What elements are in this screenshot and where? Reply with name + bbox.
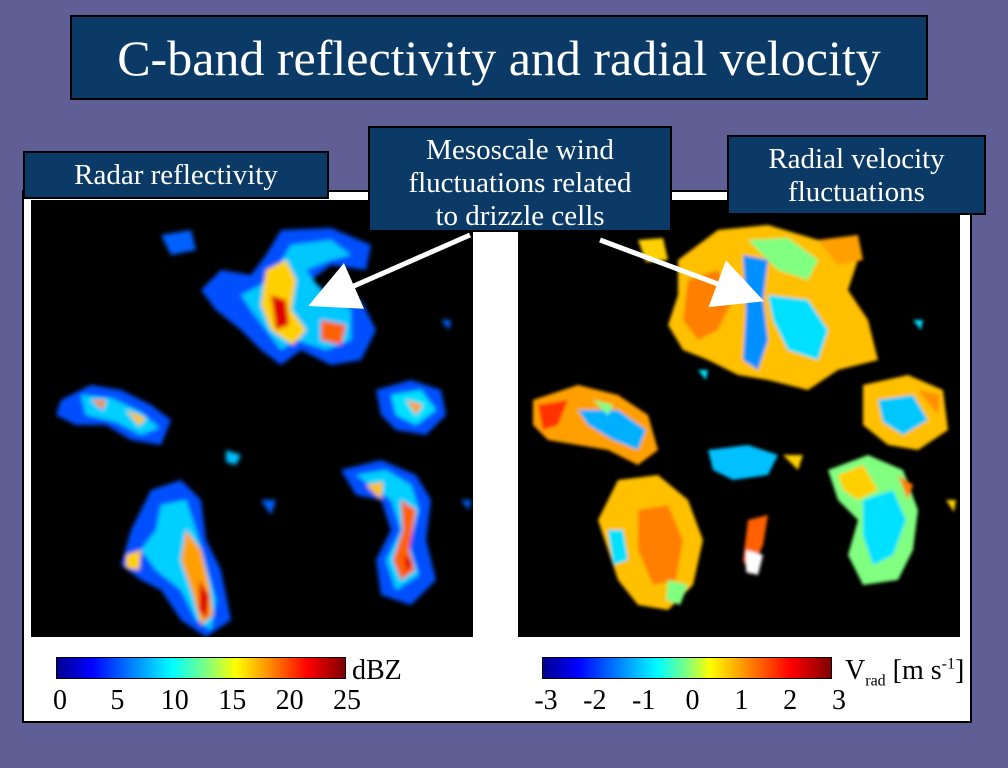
reflectivity-unit: dBZ xyxy=(352,655,402,686)
velocity-colorbar xyxy=(542,657,832,679)
reflectivity-colorbar xyxy=(56,657,346,679)
velocity-label: Radial velocity fluctuations xyxy=(727,135,986,215)
velocity-colorbar-tick: -2 xyxy=(583,685,607,716)
slide-title: C-band reflectivity and radial velocity xyxy=(70,15,928,100)
wind-fluctuation-label: Mesoscale wind fluctuations related to d… xyxy=(368,126,672,232)
velocity-colorbar-tick: 0 xyxy=(685,685,700,716)
velocity-colorbar-tick: 1 xyxy=(734,685,749,716)
velocity-label-line-2: fluctuations xyxy=(788,176,925,208)
velocity-unit: Vrad [m s-1] xyxy=(845,655,965,690)
reflectivity-colorbar-tick: 0 xyxy=(53,685,67,716)
wind-label-line-3: to drizzle cells xyxy=(435,200,605,232)
velocity-colorbar-tick: 3 xyxy=(832,685,846,716)
velocity-label-line-1: Radial velocity xyxy=(768,143,945,175)
wind-label-line-2: fluctuations related xyxy=(408,167,632,199)
reflectivity-label: Radar reflectivity xyxy=(23,151,329,199)
reflectivity-colorbar-tick: 10 xyxy=(160,685,189,716)
reflectivity-colorbar-tick: 5 xyxy=(110,685,125,716)
radial-velocity-map xyxy=(518,200,960,637)
reflectivity-map xyxy=(31,200,473,637)
reflectivity-colorbar-tick: 20 xyxy=(275,685,304,716)
velocity-colorbar-tick: -1 xyxy=(631,685,656,716)
reflectivity-colorbar-tick: 15 xyxy=(218,685,247,716)
wind-label-line-1: Mesoscale wind xyxy=(426,134,614,166)
velocity-colorbar-tick: 2 xyxy=(783,685,798,716)
reflectivity-colorbar-tick: 25 xyxy=(333,685,361,716)
velocity-colorbar-tick: -3 xyxy=(534,685,558,716)
